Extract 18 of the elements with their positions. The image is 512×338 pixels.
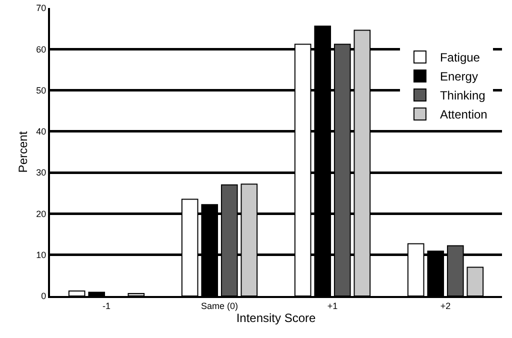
y-tick-label: 40 bbox=[36, 126, 46, 137]
legend-label: Energy bbox=[440, 70, 478, 84]
y-tick-label: 50 bbox=[36, 85, 46, 96]
y-tick-label: 70 bbox=[36, 3, 46, 14]
x-axis-title: Intensity Score bbox=[236, 311, 316, 326]
y-tick-label: 10 bbox=[36, 250, 46, 260]
y-axis-title: Percent bbox=[16, 130, 30, 173]
legend-label: Fatigue bbox=[440, 50, 480, 65]
x-tick-label: +2 bbox=[440, 300, 451, 311]
x-tick-label: +1 bbox=[327, 300, 338, 311]
x-tick-label: Same (0) bbox=[200, 300, 238, 311]
y-tick-label: 60 bbox=[36, 44, 46, 54]
y-tick-label: 30 bbox=[36, 168, 46, 178]
y-tick-label: 20 bbox=[36, 208, 46, 219]
legend-label: Attention bbox=[440, 108, 488, 122]
x-tick-label: -1 bbox=[102, 300, 111, 311]
y-tick-label: 0 bbox=[41, 291, 46, 302]
legend-label: Thinking bbox=[440, 88, 486, 103]
